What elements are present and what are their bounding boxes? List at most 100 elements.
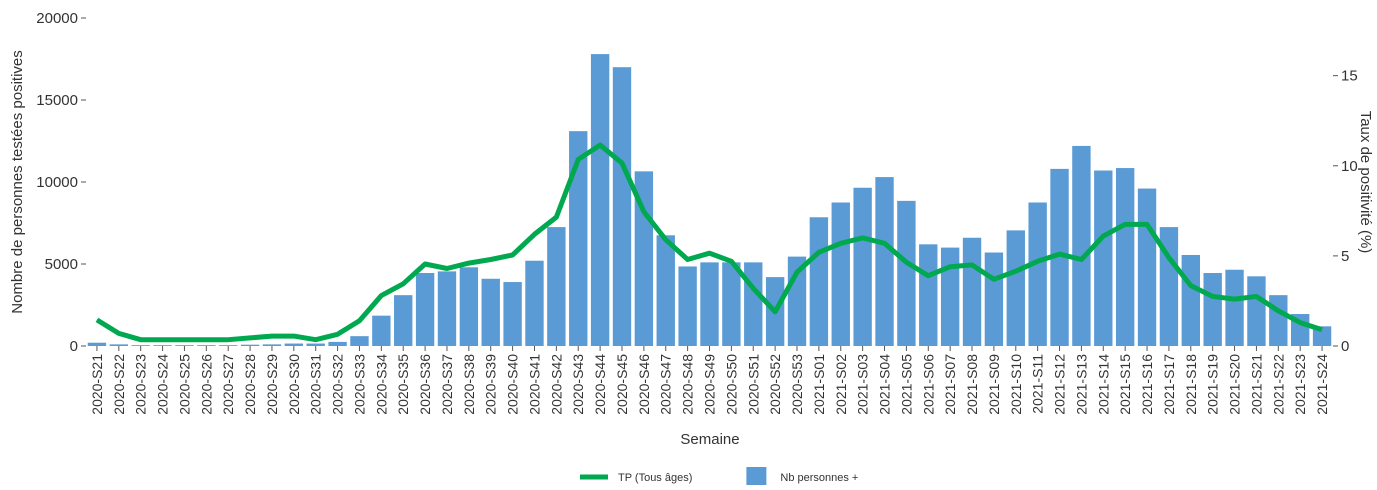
x-tick-label: 2020-S23	[133, 354, 149, 415]
bar	[1312, 326, 1332, 346]
x-tick-label: 2020-S40	[505, 354, 521, 415]
x-tick-label: 2020-S42	[548, 354, 564, 415]
x-tick-label: 2020-S47	[658, 354, 674, 415]
y-tick-label: 15000	[36, 92, 78, 109]
bar	[1115, 168, 1135, 346]
x-tick-label: 2021-S21	[1248, 354, 1264, 415]
bar	[919, 244, 938, 346]
bar	[1269, 295, 1288, 346]
bar	[481, 278, 500, 346]
x-tick-label: 2020-S31	[308, 354, 324, 415]
bar	[306, 343, 325, 346]
bar	[240, 344, 260, 346]
bar	[744, 262, 763, 346]
bar	[394, 295, 413, 346]
x-tick-label: 2020-S46	[636, 354, 652, 415]
x-tick-label: 2021-S05	[898, 354, 914, 415]
x-tick-label: 2021-S10	[1008, 354, 1024, 415]
bar	[109, 344, 129, 346]
x-tick-label: 2020-S51	[745, 354, 761, 415]
x-tick-label: 2020-S35	[395, 354, 411, 415]
x-tick-label: 2020-S50	[723, 354, 739, 415]
bar	[809, 217, 829, 346]
y-tick-label: 20000	[36, 10, 78, 27]
bar	[853, 187, 872, 346]
x-tick-label: 2020-S34	[373, 354, 389, 415]
legend-label: Nb personnes +	[780, 472, 858, 484]
x-tick-label: 2020-S44	[592, 354, 608, 415]
bar	[547, 227, 566, 346]
x-tick-label: 2021-S20	[1227, 354, 1243, 415]
bar	[1203, 273, 1222, 346]
x-tick-label: 2020-S52	[767, 354, 783, 415]
x-tick-label: 2020-S28	[242, 354, 258, 415]
bar	[678, 266, 697, 346]
bar	[262, 344, 282, 346]
x-tick-label: 2020-S30	[286, 354, 302, 415]
bar	[1159, 227, 1179, 346]
bar	[372, 315, 391, 346]
bar	[897, 200, 916, 346]
x-tick-label: 2021-S08	[964, 354, 980, 415]
x-tick-label: 2020-S24	[155, 354, 171, 415]
x-tick-label: 2021-S14	[1095, 354, 1111, 415]
bar	[612, 67, 632, 346]
y2-tick-label: 0	[1341, 338, 1349, 355]
bar	[1247, 276, 1266, 346]
x-tick-label: 2020-S38	[461, 354, 477, 415]
x-tick-label: 2020-S53	[789, 354, 805, 415]
bar	[459, 267, 479, 346]
x-tick-label: 2021-S04	[877, 354, 893, 415]
x-tick-label: 2021-S02	[833, 354, 849, 415]
bar	[875, 177, 894, 346]
x-tick-label: 2021-S11	[1030, 354, 1046, 414]
bar	[175, 345, 194, 346]
x-tick-label: 2020-S21	[89, 354, 105, 415]
legend-label: TP (Tous âges)	[618, 472, 692, 484]
bar	[700, 262, 719, 346]
x-tick-label: 2020-S29	[264, 354, 280, 415]
bar	[1137, 188, 1157, 346]
bar	[1094, 170, 1113, 346]
bar	[831, 202, 850, 346]
x-tick-label: 2020-S39	[483, 354, 499, 415]
x-tick-label: 2020-S27	[220, 354, 236, 415]
x-tick-label: 2020-S41	[526, 354, 542, 415]
x-tick-label: 2020-S49	[702, 354, 718, 415]
y2-tick-label: 5	[1341, 248, 1349, 265]
bar	[940, 247, 960, 346]
x-tick-label: 2021-S13	[1073, 354, 1089, 415]
bar	[284, 343, 304, 346]
line	[95, 142, 1323, 343]
x-tick-label: 2021-S07	[942, 354, 958, 415]
bar	[328, 341, 347, 346]
x-tick-label: 2021-S06	[920, 354, 936, 415]
x-tick-label: 2020-S22	[111, 354, 127, 415]
bar	[1225, 269, 1244, 346]
bar	[525, 260, 544, 346]
x-tick-label: 2021-S15	[1117, 354, 1133, 415]
bar	[1072, 145, 1091, 346]
bar	[984, 252, 1004, 346]
x-tick-label: 2021-S18	[1183, 354, 1199, 415]
bar	[219, 345, 238, 346]
bar	[350, 336, 369, 346]
y-tick-label: 5000	[45, 256, 78, 273]
bar	[1028, 202, 1047, 346]
y-tick-label: 0	[70, 338, 78, 355]
bar	[197, 345, 216, 346]
y2-axis-label: Taux de positivité (%)	[1357, 111, 1374, 254]
x-tick-label: 2021-S19	[1205, 354, 1221, 415]
bar	[503, 282, 522, 346]
bar	[590, 54, 610, 347]
x-tick-label: 2021-S24	[1314, 354, 1330, 415]
bar	[962, 237, 982, 346]
bar	[722, 262, 741, 346]
x-tick-label: 2020-S43	[570, 354, 586, 415]
x-tick-label: 2021-S12	[1052, 354, 1068, 415]
x-tick-label: 2020-S32	[330, 354, 346, 415]
bar	[153, 345, 172, 346]
bar	[656, 235, 675, 346]
x-tick-label: 2021-S22	[1270, 354, 1286, 415]
